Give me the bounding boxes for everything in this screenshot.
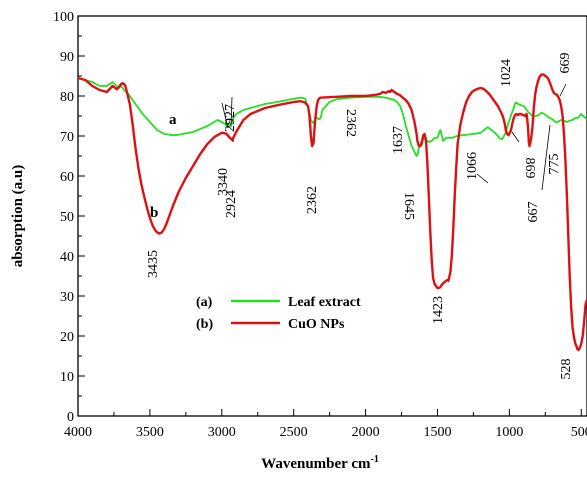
series-letter-a: a	[169, 112, 177, 128]
legend: (a) Leaf extract (b) CuO NPs	[196, 295, 361, 332]
legend-label-1: CuO NPs	[288, 317, 345, 332]
series-layer	[78, 73, 587, 352]
peak-label-2362: 2362	[305, 186, 320, 214]
x-tick-label: 2500	[280, 425, 308, 440]
peak-label-3435: 3435	[146, 250, 161, 278]
peak-label-775: 775	[547, 154, 562, 175]
y-tick-label: 40	[60, 250, 74, 265]
y-tick-label: 50	[60, 210, 74, 225]
peak-label-1423: 1423	[431, 296, 446, 324]
peak-label-2362: 2362	[343, 109, 358, 137]
y-tick-label: 100	[53, 10, 74, 25]
x-tick-label: 2000	[352, 425, 380, 440]
peak-label-869: 869	[522, 158, 537, 179]
y-tick-label: 20	[60, 330, 74, 345]
leader-line	[511, 131, 520, 143]
peak-label-1024: 1024	[499, 59, 514, 87]
y-axis: 0 10 20 30 40 50 60 70 80 90 100	[53, 10, 85, 425]
leader-line	[476, 173, 489, 184]
x-axis: 4000 3500 3000 2500 2000 1500 1000 500	[64, 409, 587, 440]
x-axis-title-text: Wavenumber cm	[261, 456, 371, 472]
x-tick-label: 1000	[495, 425, 523, 440]
y-tick-label: 80	[60, 90, 74, 105]
y-tick-label: 60	[60, 170, 74, 185]
legend-key-1: (b)	[196, 317, 213, 332]
x-axis-title: Wavenumber cm-1	[261, 454, 379, 472]
x-tick-label: 500	[571, 425, 587, 440]
peak-label-528: 528	[559, 359, 574, 380]
plot-area: 0 10 20 30 40 50 60 70 80 90 100 4000 3500 3000 2500 2…	[53, 10, 587, 440]
annotation-layer: a b 3340 2927 3435 2924 2362 2362 1637 1645 1423 10…	[146, 53, 574, 380]
x-tick-label: 3000	[208, 425, 236, 440]
peak-label-669: 669	[558, 53, 573, 74]
peak-label-1637: 1637	[391, 126, 406, 154]
y-tick-label: 0	[67, 410, 74, 425]
x-tick-label: 1500	[423, 425, 451, 440]
series-line-leaf-extract	[78, 77, 587, 157]
peak-label-667: 667	[526, 202, 541, 223]
y-axis-title: absorption (a.u)	[10, 165, 26, 268]
y-tick-label: 70	[60, 130, 74, 145]
series-letter-b: b	[150, 205, 158, 221]
peak-label-3340: 3340	[216, 168, 231, 196]
peak-label-2927: 2927	[223, 104, 238, 132]
x-tick-label: 4000	[64, 425, 92, 440]
x-axis-title-superscript: -1	[370, 454, 378, 465]
peak-label-1066: 1066	[465, 152, 480, 180]
leader-line	[541, 124, 551, 191]
legend-label-0: Leaf extract	[288, 295, 361, 310]
x-tick-label: 3500	[136, 425, 164, 440]
leader-line	[221, 102, 229, 129]
leader-line	[230, 96, 233, 128]
leader-line	[559, 83, 567, 97]
y-tick-label: 30	[60, 290, 74, 305]
peak-label-1645: 1645	[401, 192, 416, 220]
legend-key-0: (a)	[196, 295, 213, 310]
series-line-cuo-nps	[78, 73, 587, 352]
peak-label-2924: 2924	[224, 190, 239, 218]
y-tick-label: 90	[60, 50, 74, 65]
y-tick-label: 10	[60, 370, 74, 385]
